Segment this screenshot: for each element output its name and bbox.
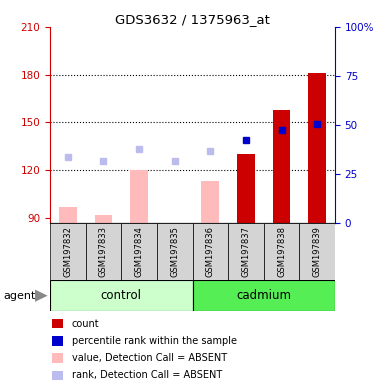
Text: percentile rank within the sample: percentile rank within the sample (72, 336, 237, 346)
Text: GSM197837: GSM197837 (241, 226, 250, 277)
Text: GSM197834: GSM197834 (135, 226, 144, 277)
Bar (50, 280, 192, 311)
Text: value, Detection Call = ABSENT: value, Detection Call = ABSENT (72, 353, 227, 363)
Bar (157, 223, 192, 280)
Text: control: control (101, 289, 142, 302)
Title: GDS3632 / 1375963_at: GDS3632 / 1375963_at (115, 13, 270, 26)
Bar (192, 280, 335, 311)
Bar (52, 319, 64, 328)
Bar (121, 223, 157, 280)
Bar (264, 223, 300, 280)
Text: GSM197835: GSM197835 (170, 226, 179, 277)
Bar (237, 154, 255, 223)
Text: cadmium: cadmium (236, 289, 291, 302)
Text: GSM197838: GSM197838 (277, 226, 286, 277)
Text: GSM197836: GSM197836 (206, 226, 215, 277)
Bar (59, 207, 77, 223)
Bar (52, 336, 64, 346)
Bar (130, 170, 148, 223)
Text: count: count (72, 318, 99, 329)
Text: GSM197833: GSM197833 (99, 226, 108, 277)
Bar (52, 353, 64, 363)
Bar (52, 371, 64, 380)
Bar (300, 223, 335, 280)
Bar (228, 223, 264, 280)
Bar (192, 223, 228, 280)
Bar (201, 181, 219, 223)
Bar (308, 73, 326, 223)
Bar (273, 110, 290, 223)
Polygon shape (35, 290, 48, 302)
Bar (50, 223, 85, 280)
Text: GSM197832: GSM197832 (64, 226, 72, 277)
Bar (95, 215, 112, 223)
Text: GSM197839: GSM197839 (313, 226, 321, 277)
Text: rank, Detection Call = ABSENT: rank, Detection Call = ABSENT (72, 370, 222, 381)
Text: agent: agent (4, 291, 36, 301)
Bar (85, 223, 121, 280)
